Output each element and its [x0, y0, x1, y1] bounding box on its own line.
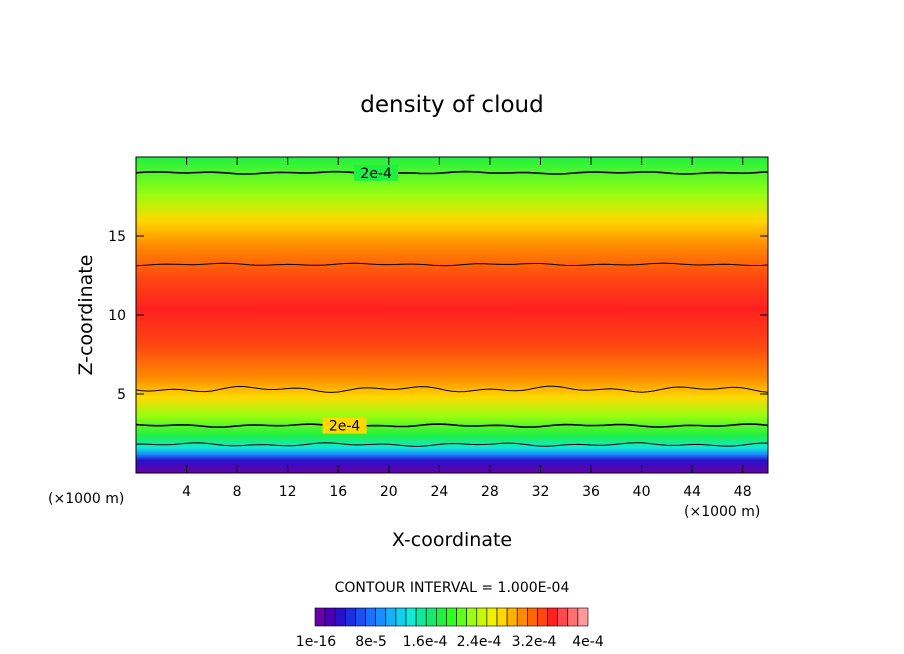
colorbar-swatch [577, 607, 589, 627]
plot-area [136, 157, 768, 473]
colorbar-swatch [456, 607, 467, 627]
colorbar-swatch [516, 607, 528, 627]
colorbar-swatch [557, 607, 569, 627]
colorbar-swatch [365, 607, 376, 627]
contour-line [136, 442, 768, 447]
colorbar-labels: 1e-16 8e-5 1.6e-4 2.4e-4 3.2e-4 4e-4 [296, 634, 604, 650]
y-axis: 5 10 15 [108, 229, 768, 403]
chart-title: density of cloud [360, 92, 543, 118]
colorbar-swatch [395, 607, 407, 627]
colorbar-swatch [476, 607, 488, 627]
contour-label-bg [322, 417, 367, 434]
x-tick-label: 28 [481, 484, 499, 500]
colorbar-swatch [466, 607, 478, 627]
contour-line [136, 262, 768, 267]
colorbar-swatch [334, 607, 346, 627]
density-field [136, 157, 768, 473]
contour-line [136, 385, 768, 393]
contour-label: 2e-4 [329, 419, 361, 435]
contour-line [136, 423, 768, 429]
y-tick-label: 15 [108, 229, 126, 245]
colorbar-label: 4e-4 [572, 634, 604, 650]
x-tick-label: 48 [734, 484, 752, 500]
colorbar-label: 8e-5 [355, 634, 386, 650]
colorbar-swatch [425, 607, 437, 627]
colorbar-swatch [567, 607, 579, 627]
colorbar-swatch [496, 607, 508, 627]
contour-interval-text: CONTOUR INTERVAL = 1.000E-04 [335, 580, 570, 596]
x-tick-label: 36 [582, 484, 600, 500]
x-tick-label: 20 [380, 484, 398, 500]
y-unit-label: (×1000 m) [48, 491, 124, 507]
colorbar-swatch [405, 607, 417, 627]
x-unit-label: (×1000 m) [684, 504, 760, 520]
colorbar-swatch [537, 607, 548, 627]
x-tick-label: 12 [279, 484, 297, 500]
x-tick-label: 40 [633, 484, 651, 500]
colorbar-swatch [486, 607, 498, 627]
colorbar-swatch [527, 607, 538, 627]
x-axis: 4 8 12 16 20 24 28 32 36 40 44 48 [182, 157, 752, 500]
colorbar-label: 3.2e-4 [512, 634, 557, 650]
colorbar-label: 1.6e-4 [403, 634, 448, 650]
x-tick-label: 16 [329, 484, 347, 500]
colorbar-swatch [547, 607, 558, 627]
x-tick-label: 8 [233, 484, 242, 500]
colorbar-label: 1e-16 [296, 634, 336, 650]
colorbar [314, 607, 589, 627]
contour-line [136, 170, 768, 175]
colorbar-swatch [446, 607, 457, 627]
colorbar-swatch [415, 607, 427, 627]
colorbar-swatch [314, 607, 326, 627]
x-tick-label: 32 [532, 484, 550, 500]
colorbar-swatch [345, 607, 356, 627]
y-tick-label: 5 [117, 387, 126, 403]
colorbar-swatch [355, 607, 366, 627]
x-axis-title: X-coordinate [392, 529, 512, 551]
colorbar-label: 2.4e-4 [457, 634, 502, 650]
colorbar-swatch [436, 607, 447, 627]
colorbar-swatch [375, 607, 387, 627]
contour-lines: 2e-4 2e-4 [136, 164, 768, 447]
colorbar-swatch [385, 607, 397, 627]
y-axis-title: Z-coordinate [75, 255, 97, 376]
x-tick-label: 44 [683, 484, 701, 500]
x-tick-label: 24 [430, 484, 448, 500]
contour-label: 2e-4 [360, 166, 392, 182]
x-tick-label: 4 [182, 484, 191, 500]
colorbar-swatch [324, 607, 336, 627]
colorbar-swatch [506, 607, 518, 627]
y-tick-label: 10 [108, 308, 126, 324]
contour-label-bg [354, 164, 399, 181]
